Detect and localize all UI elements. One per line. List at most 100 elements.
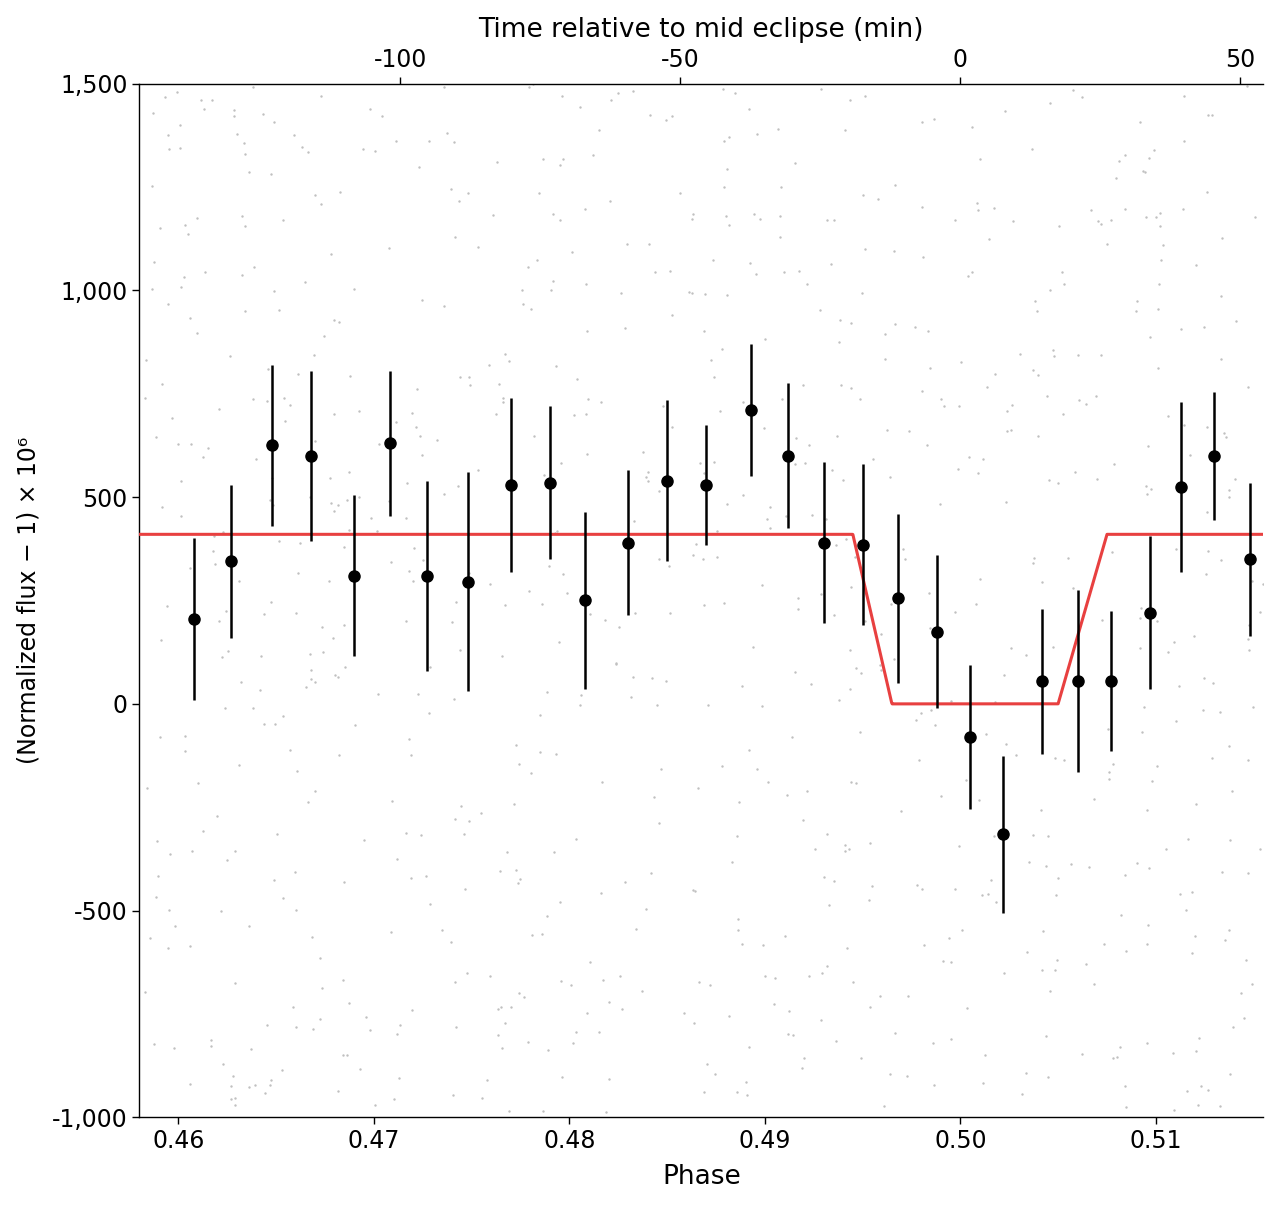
Point — [1212, 228, 1233, 247]
Point — [401, 745, 421, 764]
Point — [785, 455, 805, 474]
Point — [485, 404, 506, 424]
Point — [874, 323, 895, 343]
Point — [445, 810, 466, 829]
Point — [1184, 626, 1204, 646]
Point — [305, 431, 325, 450]
Point — [952, 920, 973, 939]
Point — [538, 683, 558, 702]
Point — [495, 345, 516, 365]
Point — [1047, 950, 1068, 969]
Point — [1062, 578, 1083, 597]
Point — [884, 241, 905, 261]
Point — [550, 210, 571, 229]
Point — [266, 824, 287, 844]
Point — [221, 1089, 242, 1108]
Point — [457, 183, 477, 203]
Point — [819, 894, 840, 914]
Point — [550, 156, 571, 175]
Point — [641, 669, 662, 688]
Point — [788, 261, 809, 280]
Point — [329, 313, 349, 332]
Point — [884, 649, 905, 669]
Point — [801, 675, 822, 694]
Point — [526, 251, 547, 270]
Point — [1197, 182, 1217, 202]
Point — [600, 191, 621, 210]
Point — [243, 698, 264, 717]
Point — [541, 281, 562, 301]
Point — [550, 893, 571, 912]
Point — [159, 140, 179, 159]
Point — [1091, 214, 1111, 233]
Point — [253, 715, 274, 734]
Point — [150, 218, 170, 238]
Point — [337, 1045, 357, 1065]
Point — [1061, 855, 1082, 874]
Point — [626, 920, 646, 939]
Point — [605, 654, 626, 674]
Point — [1048, 216, 1069, 235]
Point — [224, 106, 244, 126]
Point — [168, 435, 188, 454]
Point — [255, 1084, 275, 1103]
Point — [1224, 470, 1244, 489]
Point — [1219, 480, 1239, 500]
Point — [812, 963, 832, 982]
Point — [728, 921, 749, 940]
Point — [225, 973, 246, 992]
Point — [777, 786, 797, 805]
Point — [451, 797, 471, 816]
Point — [175, 727, 196, 746]
Point — [733, 392, 754, 412]
Point — [975, 724, 996, 744]
Point — [265, 715, 285, 734]
Point — [1147, 612, 1167, 631]
Point — [1249, 602, 1270, 622]
Point — [1016, 943, 1037, 962]
Point — [328, 1081, 348, 1101]
Point — [717, 285, 737, 304]
Point — [1138, 436, 1158, 455]
Point — [972, 885, 992, 904]
Point — [1211, 550, 1231, 570]
Point — [1143, 140, 1164, 159]
Point — [508, 984, 529, 1003]
Point — [1137, 484, 1157, 503]
Point — [250, 681, 270, 700]
Point — [1106, 168, 1126, 187]
Point — [225, 1088, 246, 1107]
Point — [1092, 610, 1112, 629]
Point — [735, 1073, 755, 1092]
Point — [1080, 200, 1101, 220]
Point — [1220, 1065, 1240, 1084]
Point — [739, 1038, 759, 1057]
Point — [919, 358, 940, 378]
Point — [328, 495, 348, 514]
Point — [408, 157, 429, 176]
Point — [621, 687, 641, 706]
Point — [692, 549, 713, 568]
Point — [553, 150, 573, 169]
Point — [467, 461, 488, 480]
Point — [709, 402, 730, 421]
Point — [211, 902, 232, 921]
Point — [499, 1102, 520, 1121]
Point — [256, 1015, 276, 1034]
Point — [142, 176, 163, 196]
Point — [530, 705, 550, 724]
Point — [918, 321, 938, 340]
Point — [365, 141, 385, 161]
Point — [209, 400, 229, 419]
Point — [539, 556, 559, 576]
Point — [243, 77, 264, 97]
Point — [925, 716, 946, 735]
Point — [339, 993, 360, 1013]
Point — [259, 358, 279, 378]
Point — [353, 830, 374, 850]
Point — [707, 548, 727, 567]
Point — [212, 523, 233, 542]
Point — [911, 197, 932, 216]
Point — [1242, 571, 1262, 590]
Point — [1068, 345, 1088, 365]
